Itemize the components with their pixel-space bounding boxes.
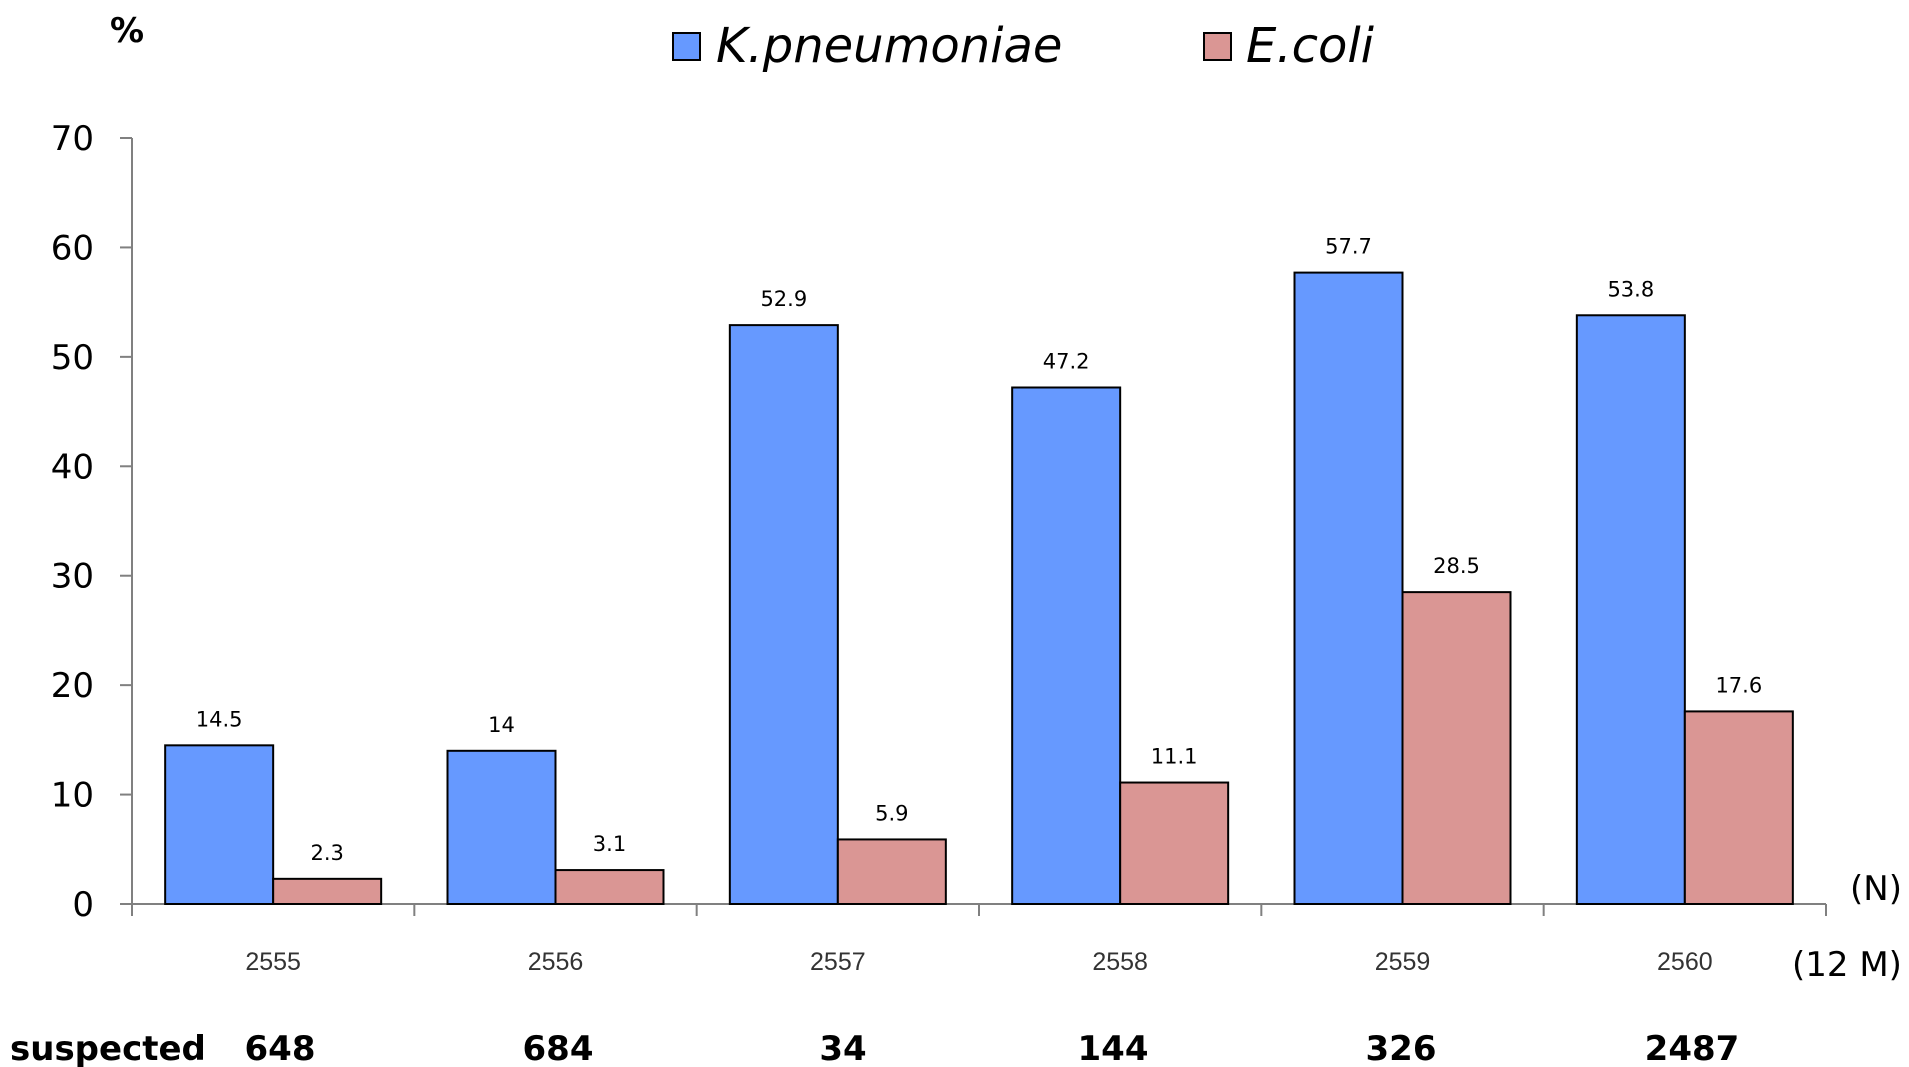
bar [554,869,665,906]
data-label: 2.3 [310,841,343,865]
y-tick-label: 40 [51,447,94,487]
suspected-count: 34 [819,1029,866,1067]
data-label: 14.5 [196,707,243,731]
x-axis: 2555 2556 2557 2558 2559 2560 [131,903,1827,976]
data-label: 5.9 [875,801,908,825]
bar [1683,710,1794,905]
data-label: 28.5 [1433,554,1480,578]
x-tick-label: 2559 [1375,948,1431,976]
suspected-count: 2487 [1645,1029,1740,1067]
data-label: 52.9 [760,287,807,311]
legend-swatch [1203,32,1232,61]
y-unit-label: % [110,11,144,51]
y-tick-label: 60 [51,228,94,268]
x-tick-label: 2556 [528,948,584,976]
suspected-row: 648 684 34 144 326 2487 [245,1029,1740,1067]
bar [272,877,383,905]
y-tick-label: 0 [72,885,94,925]
period-label: (12 M) [1792,945,1902,985]
data-label: 17.6 [1715,673,1762,697]
x-tick-label: 2558 [1092,948,1148,976]
suspected-count: 326 [1366,1029,1437,1067]
data-label: 11.1 [1151,745,1198,769]
bar [164,744,275,905]
x-tick-label: 2555 [245,948,301,976]
bar [1119,781,1230,906]
y-tick-label: 30 [51,557,94,597]
legend-swatch [672,32,701,61]
bar [728,324,839,905]
data-label: 47.2 [1043,349,1090,373]
legend-label: E.coli [1246,18,1375,74]
bar [1401,591,1512,906]
data-label: 3.1 [593,832,626,856]
n-label: (N) [1850,869,1902,909]
suspected-count: 144 [1078,1029,1149,1067]
y-tick-label: 50 [51,338,94,378]
y-tick-label: 70 [51,119,94,159]
legend-label: K.pneumoniae [716,18,1062,74]
bar [1011,386,1122,905]
bar [446,749,557,905]
legend: K.pneumoniae E.coli [672,18,1375,74]
data-label: 57.7 [1325,235,1372,259]
bar [836,838,947,905]
bar [1575,314,1686,905]
bar [1293,271,1404,905]
y-tick-label: 20 [51,666,94,706]
x-tick-label: 2557 [810,948,866,976]
suspected-label: suspected [10,1029,206,1067]
bars [164,271,1794,906]
data-labels: 14.5 2.3 14 3.1 52.9 5.9 47.2 11.1 57.7 28.5 53.8 1… [196,235,1762,865]
x-tick-label: 2560 [1657,948,1713,976]
suspected-count: 648 [245,1029,316,1067]
suspected-count: 684 [523,1029,594,1067]
data-label: 14 [488,713,515,737]
y-axis: 0 10 20 30 40 50 60 70 [51,119,133,925]
data-label: 53.8 [1607,277,1654,301]
y-tick-label: 10 [51,776,94,816]
